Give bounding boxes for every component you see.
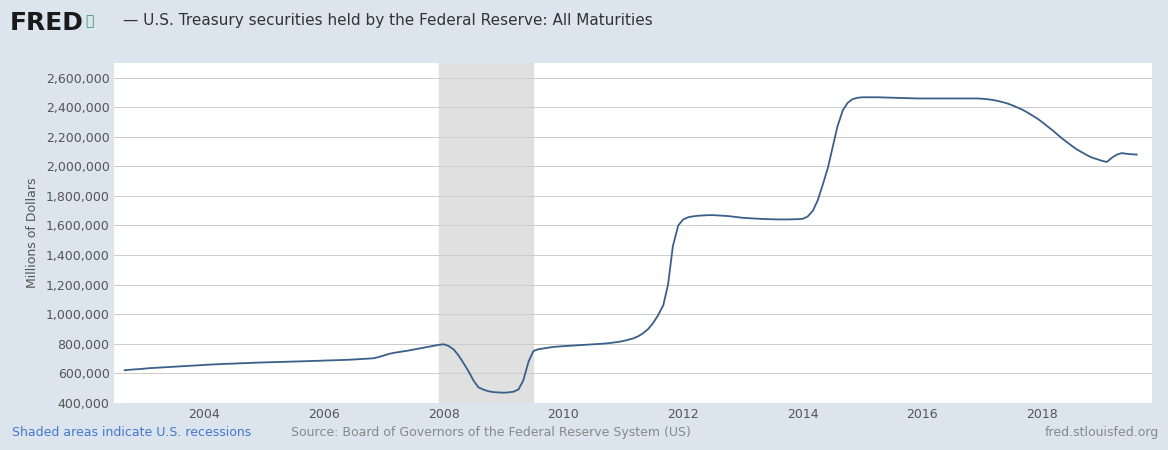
Text: Shaded areas indicate U.S. recessions: Shaded areas indicate U.S. recessions: [12, 426, 251, 439]
Text: Source: Board of Governors of the Federal Reserve System (US): Source: Board of Governors of the Federa…: [291, 426, 690, 439]
Text: fred.stlouisfed.org: fred.stlouisfed.org: [1044, 426, 1159, 439]
Text: FRED: FRED: [9, 11, 83, 35]
Y-axis label: Millions of Dollars: Millions of Dollars: [26, 178, 39, 288]
Text: — U.S. Treasury securities held by the Federal Reserve: All Maturities: — U.S. Treasury securities held by the F…: [123, 13, 653, 27]
Text: 📈: 📈: [85, 14, 93, 28]
Bar: [439, 63, 534, 403]
